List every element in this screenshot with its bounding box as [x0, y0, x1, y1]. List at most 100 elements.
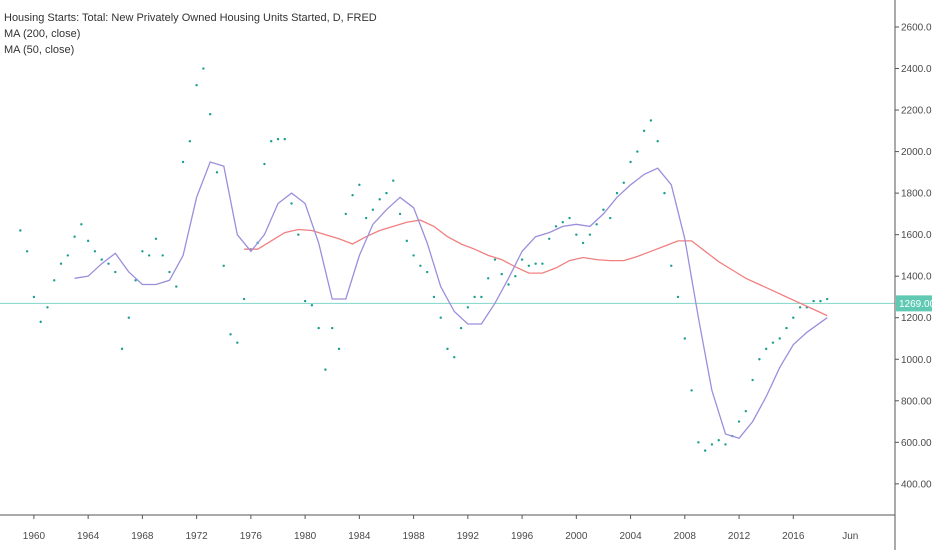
- data-point: [364, 216, 368, 220]
- data-point: [297, 233, 300, 236]
- data-point: [744, 409, 748, 413]
- data-point: [629, 160, 632, 164]
- x-tick-label: 1960: [23, 531, 46, 542]
- data-point: [575, 233, 578, 236]
- data-point: [39, 320, 42, 324]
- data-point: [459, 326, 463, 330]
- ma-50-line: [74, 161, 828, 439]
- data-point: [107, 262, 110, 265]
- data-point: [202, 67, 205, 70]
- x-tick-label: 2016: [782, 531, 805, 542]
- data-point: [764, 347, 768, 351]
- data-point: [534, 262, 537, 265]
- data-point: [520, 258, 524, 261]
- data-point: [168, 270, 171, 274]
- x-axis[interactable]: 1960 1964 1968 1972 1976 1980 1984 1988 1992 1996…: [23, 515, 859, 542]
- data-point: [385, 191, 388, 195]
- x-tick-label: 1964: [77, 531, 100, 542]
- data-point: [453, 355, 456, 359]
- data-point: [622, 181, 625, 184]
- data-point: [554, 225, 558, 228]
- ma-200-line: [244, 219, 828, 317]
- data-point: [310, 304, 314, 307]
- data-point: [656, 140, 659, 143]
- data-point: [493, 258, 497, 261]
- data-point: [215, 171, 219, 174]
- data-point: [514, 274, 517, 278]
- data-point: [710, 443, 714, 446]
- data-point: [676, 295, 680, 299]
- x-tick-label: 2008: [674, 531, 697, 542]
- y-tick-label: 1200.00: [901, 313, 932, 324]
- legend-ma-50[interactable]: MA (50, close): [4, 44, 75, 56]
- data-point: [717, 439, 720, 442]
- data-point: [270, 140, 273, 143]
- data-point: [758, 358, 761, 361]
- data-point: [100, 258, 103, 261]
- y-tick-label: 1000.00: [901, 355, 932, 366]
- data-point: [588, 233, 592, 236]
- data-point: [419, 264, 422, 268]
- data-point: [59, 262, 63, 265]
- data-point: [19, 229, 22, 232]
- x-tick-label: Jun: [842, 531, 858, 542]
- y-axis[interactable]: 400.00 600.00 800.00 1000.00 1200.00 1400.00 1…: [895, 22, 932, 490]
- data-point: [690, 389, 693, 392]
- data-point: [486, 277, 490, 280]
- data-point: [32, 295, 36, 299]
- data-point: [527, 264, 531, 268]
- y-tick-label: 2000.00: [901, 147, 932, 158]
- data-point: [480, 295, 483, 299]
- data-point: [548, 237, 551, 241]
- data-point: [371, 208, 375, 211]
- data-point: [561, 220, 564, 224]
- data-point: [670, 264, 673, 268]
- data-point: [181, 160, 185, 164]
- data-point: [229, 333, 232, 336]
- data-point: [53, 279, 56, 282]
- data-point: [663, 191, 666, 195]
- current-price-label: 1269.00: [896, 295, 932, 312]
- data-point: [276, 137, 280, 141]
- data-point: [703, 449, 707, 452]
- data-point: [73, 235, 76, 238]
- data-point: [412, 254, 415, 257]
- data-point: [615, 191, 619, 195]
- data-point: [724, 443, 727, 446]
- current-price-label-bg: [896, 295, 932, 312]
- x-tick-label: 1968: [131, 531, 154, 542]
- data-point: [792, 316, 795, 319]
- data-point: [378, 198, 381, 201]
- data-point: [609, 216, 612, 220]
- data-point: [236, 341, 239, 344]
- data-point: [541, 262, 544, 265]
- data-point: [141, 250, 144, 253]
- data-points: [19, 67, 829, 452]
- data-point: [195, 83, 198, 87]
- data-point: [317, 326, 320, 330]
- data-point: [473, 295, 476, 299]
- data-point: [819, 299, 822, 303]
- data-point: [161, 254, 164, 257]
- x-tick-label: 1996: [511, 531, 534, 542]
- legend-ma-200[interactable]: MA (200, close): [4, 28, 81, 40]
- data-point: [466, 306, 470, 309]
- x-tick-label: 1984: [348, 531, 371, 542]
- y-tick-label: 2200.00: [901, 106, 932, 117]
- data-point: [778, 337, 781, 340]
- data-point: [737, 420, 741, 423]
- data-point: [337, 347, 341, 351]
- y-tick-label: 800.00: [901, 396, 932, 407]
- data-point: [581, 241, 585, 245]
- data-point: [432, 295, 436, 299]
- data-point: [120, 347, 124, 351]
- x-tick-label: 1992: [457, 531, 480, 542]
- legend-title[interactable]: Housing Starts: Total: New Privately Own…: [4, 12, 377, 24]
- legend: Housing Starts: Total: New Privately Own…: [4, 10, 377, 58]
- data-point: [812, 299, 815, 303]
- y-tick-label: 1400.00: [901, 272, 932, 283]
- data-point: [147, 254, 151, 257]
- data-point: [785, 326, 788, 330]
- x-tick-label: 2004: [619, 531, 642, 542]
- data-point: [439, 316, 442, 319]
